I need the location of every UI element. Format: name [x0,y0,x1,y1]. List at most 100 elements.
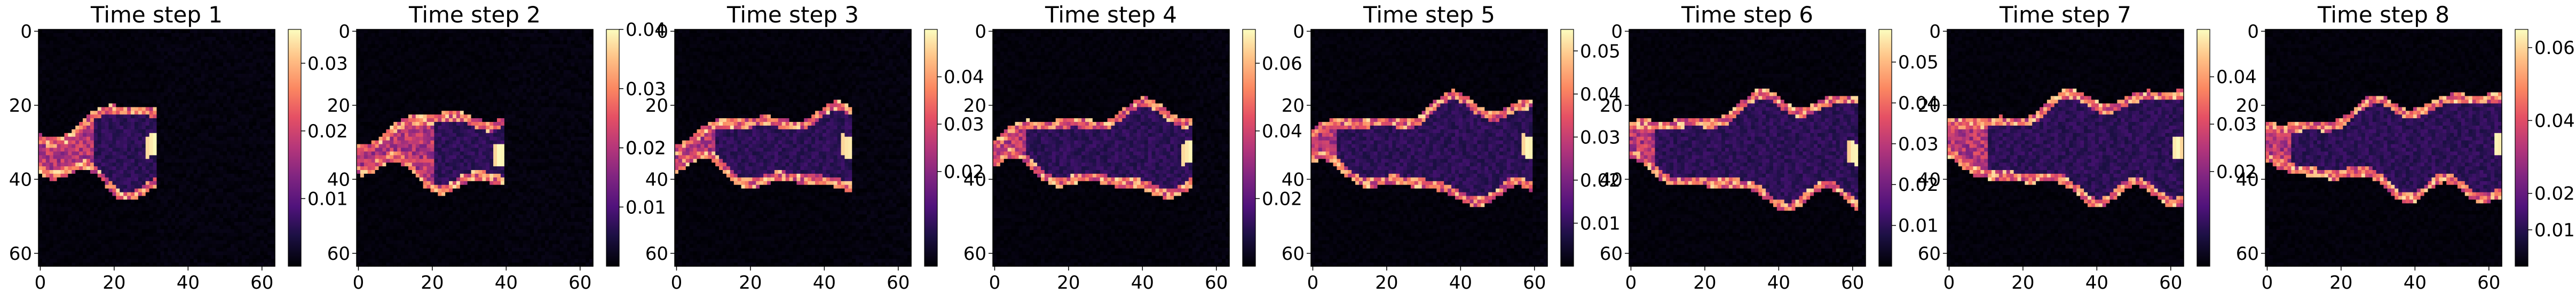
heatmap-cell [238,248,242,252]
heatmap-cell [194,163,198,167]
heatmap-cell [98,129,102,134]
heatmap-cell [168,44,172,49]
heatmap-cell [497,55,501,59]
heatmap-cell [208,66,212,71]
heatmap-cell [142,218,146,222]
heatmap-cell [138,129,143,134]
heatmap-cell [175,144,179,149]
heatmap-cell [231,59,235,63]
heatmap-cell [260,52,264,56]
heatmap-cell [75,211,80,215]
heatmap-cell [72,74,76,78]
heatmap-cell [238,196,242,200]
heatmap-cell [252,151,257,156]
heatmap-cell [83,85,87,89]
heatmap-cell [194,85,198,89]
heatmap-cell [242,103,246,107]
heatmap-cell [142,185,146,189]
heatmap-cell [216,207,220,211]
heatmap-cell [504,59,509,63]
heatmap-cell [171,218,176,222]
heatmap-cell [223,237,227,241]
heatmap-cell [64,59,68,63]
heatmap-cell [267,96,272,101]
heatmap-cell [90,122,94,126]
heatmap-cell [256,155,260,159]
heatmap-cell [420,37,424,41]
heatmap-cell [456,29,461,34]
heatmap-cell [227,44,231,49]
heatmap-cell [501,29,505,34]
heatmap-cell [75,144,80,149]
heatmap-cell [75,133,80,137]
heatmap-cell [456,66,461,71]
heatmap-cell [212,70,216,74]
heatmap-cell [142,248,146,252]
heatmap-cell [64,122,68,126]
heatmap-cell [260,29,264,34]
heatmap-cell [249,66,254,71]
heatmap-cell [90,174,94,178]
heatmap-cell [190,85,194,89]
heatmap-cell [131,66,135,71]
heatmap-cell [397,78,401,82]
heatmap-cell [53,214,58,219]
heatmap-cell [190,118,194,122]
heatmap-cell [242,222,246,226]
heatmap-cell [260,107,264,111]
heatmap-cell [219,70,224,74]
heatmap-cell [468,66,472,71]
heatmap-cell [453,44,457,49]
heatmap-cell [204,111,209,115]
heatmap-cell [120,177,124,182]
heatmap-cell [412,63,416,67]
heatmap-cell [219,29,224,34]
heatmap-cell [46,74,50,78]
heatmap-cell [238,66,242,71]
heatmap-cell [175,244,179,248]
heatmap-cell [586,29,590,34]
heatmap-cell [135,174,139,178]
heatmap-cell [508,55,512,59]
heatmap-cell [79,181,83,186]
heatmap-cell [201,166,206,171]
heatmap-cell [208,107,212,111]
heatmap-cell [234,241,239,245]
heatmap-cell [164,44,168,49]
heatmap-cell [216,181,220,186]
heatmap-cell [397,55,401,59]
heatmap-cell [201,78,206,82]
heatmap-cell [153,177,157,182]
heatmap-cell [98,166,102,171]
heatmap-cell [256,199,260,204]
heatmap-cell [464,37,468,41]
heatmap-cell [246,241,250,245]
heatmap-cell [523,70,527,74]
heatmap-cell [552,48,557,52]
heatmap-cell [171,126,176,130]
heatmap-cell [231,199,235,204]
heatmap-cell [94,48,98,52]
heatmap-cell [168,226,172,230]
heatmap-cell [101,177,106,182]
heatmap-cell [146,170,150,174]
heatmap-cell [519,55,524,59]
heatmap-cell [112,52,116,56]
heatmap-cell [79,170,83,174]
heatmap-cell [38,100,43,104]
heatmap-cell [123,222,128,226]
heatmap-cell [149,181,154,186]
heatmap-cell [197,133,202,137]
heatmap-cell [227,163,231,167]
heatmap-cell [46,29,50,34]
heatmap-cell [146,241,150,245]
heatmap-cell [131,159,135,163]
heatmap-cell [135,129,139,134]
heatmap-cell [127,207,131,211]
heatmap-cell [246,196,250,200]
heatmap-cell [142,163,146,167]
heatmap-cell [201,170,206,174]
heatmap-cell [64,248,68,252]
heatmap-cell [123,55,128,59]
heatmap-cell [238,70,242,74]
